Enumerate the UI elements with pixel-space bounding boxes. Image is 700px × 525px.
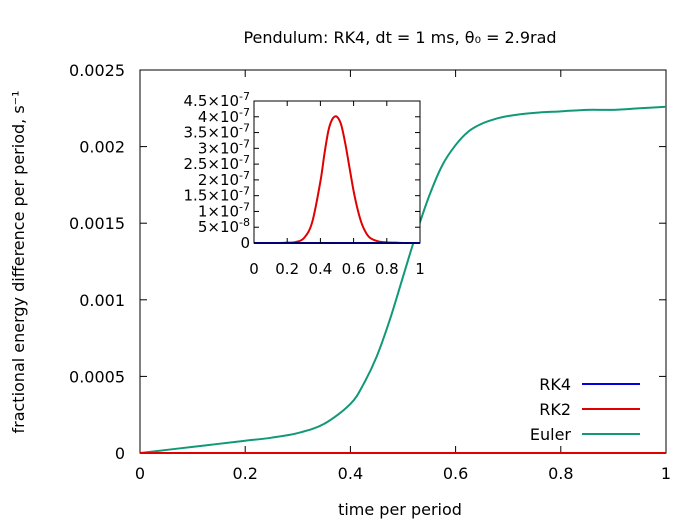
y-axis-label: fractional energy difference per period,… bbox=[9, 90, 28, 433]
inset-x-tick-label: 0 bbox=[249, 260, 259, 278]
legend-label-rk2: RK2 bbox=[539, 400, 571, 419]
y-tick-label: 0 bbox=[115, 444, 125, 463]
x-tick-label: 0 bbox=[135, 464, 145, 483]
inset-frame bbox=[253, 100, 421, 244]
inset-x-tick-label: 1 bbox=[415, 260, 425, 278]
y-tick-label: 0.002 bbox=[79, 138, 125, 157]
inset-x-tick-label: 0.8 bbox=[375, 260, 399, 278]
inset-y-tick-label: 0 bbox=[240, 234, 250, 252]
y-axis-ticks: 0 0.0005 0.001 0.0015 0.002 0.0025 bbox=[69, 61, 666, 463]
inset-x-tick-label: 0.4 bbox=[308, 260, 332, 278]
y-tick-label: 0.0025 bbox=[69, 61, 125, 80]
legend: RK4 RK2 Euler bbox=[530, 375, 640, 444]
y-tick-label: 0.0015 bbox=[69, 214, 125, 233]
inset-x-tick-label: 0.6 bbox=[342, 260, 366, 278]
inset-y-tick-label: 1.5×10-7 bbox=[184, 185, 250, 205]
inset-y-tick-label: 1×10-7 bbox=[198, 200, 250, 220]
x-tick-label: 1 bbox=[661, 464, 671, 483]
x-tick-label: 0.2 bbox=[232, 464, 257, 483]
legend-label-rk4: RK4 bbox=[539, 375, 571, 394]
inset-y-tick-label: 3×10-7 bbox=[198, 137, 250, 157]
inset-y-axis-ticks: 05×10-81×10-71.5×10-72×10-72.5×10-73×10-… bbox=[184, 90, 420, 252]
inset-y-tick-label: 5×10-8 bbox=[198, 216, 250, 236]
inset-y-tick-label: 4.5×10-7 bbox=[184, 90, 250, 110]
inset-background bbox=[254, 101, 420, 243]
x-tick-label: 0.8 bbox=[548, 464, 573, 483]
inset-y-tick-label: 2.5×10-7 bbox=[184, 153, 250, 173]
x-tick-label: 0.4 bbox=[338, 464, 363, 483]
legend-label-euler: Euler bbox=[530, 425, 572, 444]
inset-y-tick-label: 2×10-7 bbox=[198, 169, 250, 189]
inset-y-tick-label: 3.5×10-7 bbox=[184, 122, 250, 142]
x-tick-label: 0.6 bbox=[443, 464, 468, 483]
x-axis-label: time per period bbox=[338, 500, 462, 519]
inset-x-axis-ticks: 0 0.2 0.4 0.6 0.8 1 bbox=[249, 101, 425, 278]
inset-y-tick-label: 4×10-7 bbox=[198, 106, 250, 126]
x-axis-ticks: 0 0.2 0.4 0.6 0.8 1 bbox=[135, 70, 671, 483]
chart-title: Pendulum: RK4, dt = 1 ms, θ₀ = 2.9rad bbox=[243, 28, 556, 47]
y-tick-label: 0.0005 bbox=[69, 367, 125, 386]
y-tick-label: 0.001 bbox=[79, 291, 125, 310]
inset-x-tick-label: 0.2 bbox=[275, 260, 299, 278]
